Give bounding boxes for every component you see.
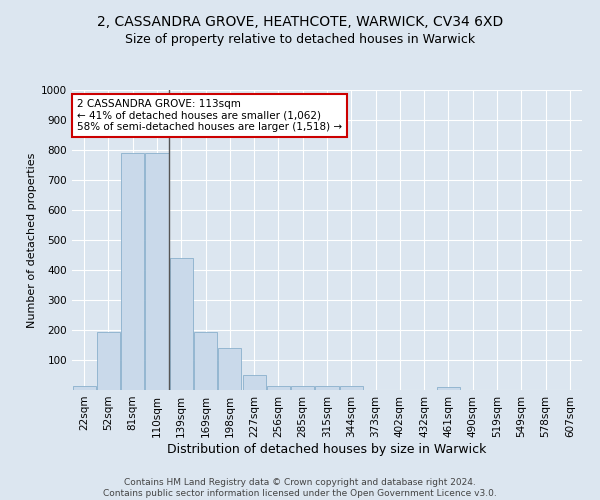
Bar: [97, 332, 120, 390]
Text: Size of property relative to detached houses in Warwick: Size of property relative to detached ho…: [125, 32, 475, 46]
Bar: [340, 386, 363, 390]
Text: 2 CASSANDRA GROVE: 113sqm
← 41% of detached houses are smaller (1,062)
58% of se: 2 CASSANDRA GROVE: 113sqm ← 41% of detac…: [77, 99, 342, 132]
Text: 2, CASSANDRA GROVE, HEATHCOTE, WARWICK, CV34 6XD: 2, CASSANDRA GROVE, HEATHCOTE, WARWICK, …: [97, 15, 503, 29]
Bar: [316, 386, 338, 390]
Bar: [121, 153, 144, 390]
Bar: [170, 258, 193, 390]
Y-axis label: Number of detached properties: Number of detached properties: [27, 152, 37, 328]
Bar: [437, 387, 460, 390]
Bar: [145, 153, 169, 390]
X-axis label: Distribution of detached houses by size in Warwick: Distribution of detached houses by size …: [167, 442, 487, 456]
Bar: [73, 386, 95, 390]
Bar: [242, 375, 266, 390]
Bar: [291, 386, 314, 390]
Bar: [218, 348, 241, 390]
Bar: [194, 332, 217, 390]
Bar: [267, 386, 290, 390]
Text: Contains HM Land Registry data © Crown copyright and database right 2024.
Contai: Contains HM Land Registry data © Crown c…: [103, 478, 497, 498]
